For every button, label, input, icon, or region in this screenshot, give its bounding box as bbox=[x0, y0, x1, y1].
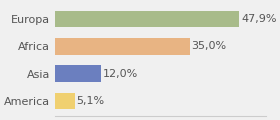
Bar bbox=[55, 38, 190, 55]
Bar bbox=[55, 11, 239, 27]
Text: 47,9%: 47,9% bbox=[241, 14, 277, 24]
Text: 35,0%: 35,0% bbox=[192, 41, 227, 51]
Bar bbox=[55, 65, 101, 82]
Text: 5,1%: 5,1% bbox=[77, 96, 105, 106]
Bar bbox=[55, 93, 75, 109]
Text: 12,0%: 12,0% bbox=[103, 69, 138, 79]
